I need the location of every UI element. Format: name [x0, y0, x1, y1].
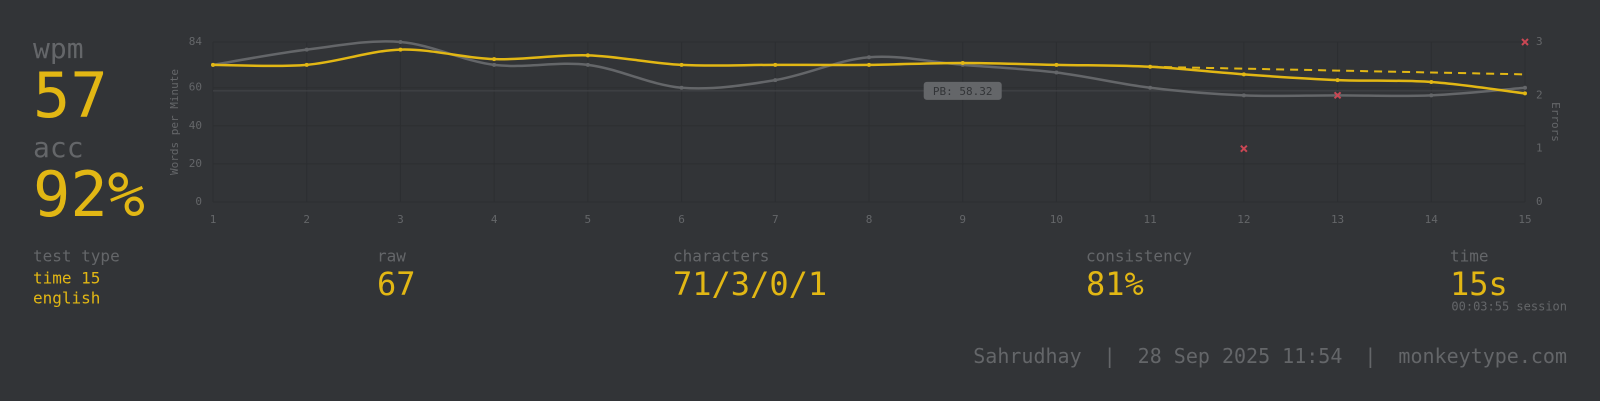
wpm-label: wpm [33, 32, 84, 65]
y-tick-label: 0 [195, 195, 202, 208]
x-tick-label: 1 [210, 213, 217, 226]
point [398, 40, 403, 44]
y-tick-label: 20 [189, 157, 202, 170]
x-tick-label: 4 [491, 213, 498, 226]
point [585, 53, 590, 58]
point [1148, 85, 1153, 90]
point [867, 62, 871, 67]
y2-axis-title: Errors [1549, 102, 1562, 142]
x-tick-label: 8 [866, 213, 873, 226]
separator: | [1104, 344, 1116, 368]
y2-tick-label: 1 [1536, 142, 1543, 155]
x-tick-label: 2 [303, 213, 310, 226]
point [1241, 72, 1246, 77]
y-tick-label: 40 [189, 119, 202, 132]
point [867, 55, 871, 60]
x-tick-label: 12 [1237, 213, 1250, 226]
acc-label: acc [33, 131, 84, 164]
error-marker [1240, 144, 1248, 153]
pb-label-box [923, 81, 1002, 100]
characters-label: characters [673, 247, 769, 266]
x-tick-label: 11 [1144, 213, 1157, 226]
y-axis-title: Words per Minute [168, 69, 181, 175]
x-tick-label: 9 [959, 213, 966, 226]
point [1523, 85, 1527, 90]
point [585, 62, 590, 67]
time-value: 15s [1450, 265, 1508, 303]
point [1241, 93, 1246, 98]
raw-label: raw [377, 247, 406, 266]
y2-tick-label: 0 [1536, 195, 1543, 208]
point [1054, 70, 1059, 75]
point [1054, 62, 1059, 67]
series-line [1150, 65, 1526, 76]
x-tick-label: 14 [1425, 213, 1439, 226]
consistency-label: consistency [1086, 247, 1192, 266]
x-tick-label: 6 [678, 213, 685, 226]
error-marker [1521, 38, 1529, 46]
consistency-value: 81% [1086, 265, 1144, 303]
point [679, 62, 684, 67]
point [304, 47, 309, 52]
point [960, 60, 965, 65]
x-tick-label: 15 [1518, 213, 1531, 226]
point [304, 62, 309, 67]
point [398, 47, 403, 52]
x-tick-label: 7 [772, 213, 779, 226]
test-mode: time 15 [33, 269, 100, 288]
date: 28 Sep 2025 11:54 [1138, 344, 1343, 368]
y2-tick-label: 2 [1536, 88, 1543, 101]
site: monkeytype.com [1398, 344, 1567, 368]
point [1335, 78, 1340, 83]
session-time: 00:03:55 session [1451, 300, 1567, 314]
separator: | [1364, 344, 1376, 368]
raw-value: 67 [377, 265, 416, 303]
user-name: Sahrudhay [973, 344, 1081, 368]
point [211, 62, 215, 67]
footer: Sahrudhay | 28 Sep 2025 11:54 | monkeytype.c… [973, 344, 1567, 368]
point [1429, 93, 1434, 98]
x-tick-label: 5 [585, 213, 592, 226]
pb-label: PB: 58.32 [933, 85, 993, 98]
point [1429, 80, 1434, 84]
point [773, 62, 778, 67]
acc-value: 92% [33, 158, 145, 231]
point [1523, 91, 1527, 96]
x-tick-label: 3 [397, 213, 404, 226]
y2-tick-label: 3 [1536, 35, 1543, 48]
time-label: time [1450, 247, 1489, 266]
error-marker [1333, 91, 1342, 100]
y-tick-label: 60 [189, 81, 202, 94]
y-tick-label: 84 [189, 35, 203, 48]
point [492, 62, 497, 67]
point [773, 78, 778, 83]
point [492, 57, 497, 62]
characters-value: 71/3/0/1 [673, 265, 827, 303]
point [679, 85, 684, 90]
language: english [33, 289, 100, 308]
x-tick-label: 13 [1331, 213, 1344, 226]
test-type-label: test type [33, 247, 120, 266]
x-tick-label: 10 [1050, 213, 1063, 226]
wpm-value: 57 [33, 59, 108, 132]
